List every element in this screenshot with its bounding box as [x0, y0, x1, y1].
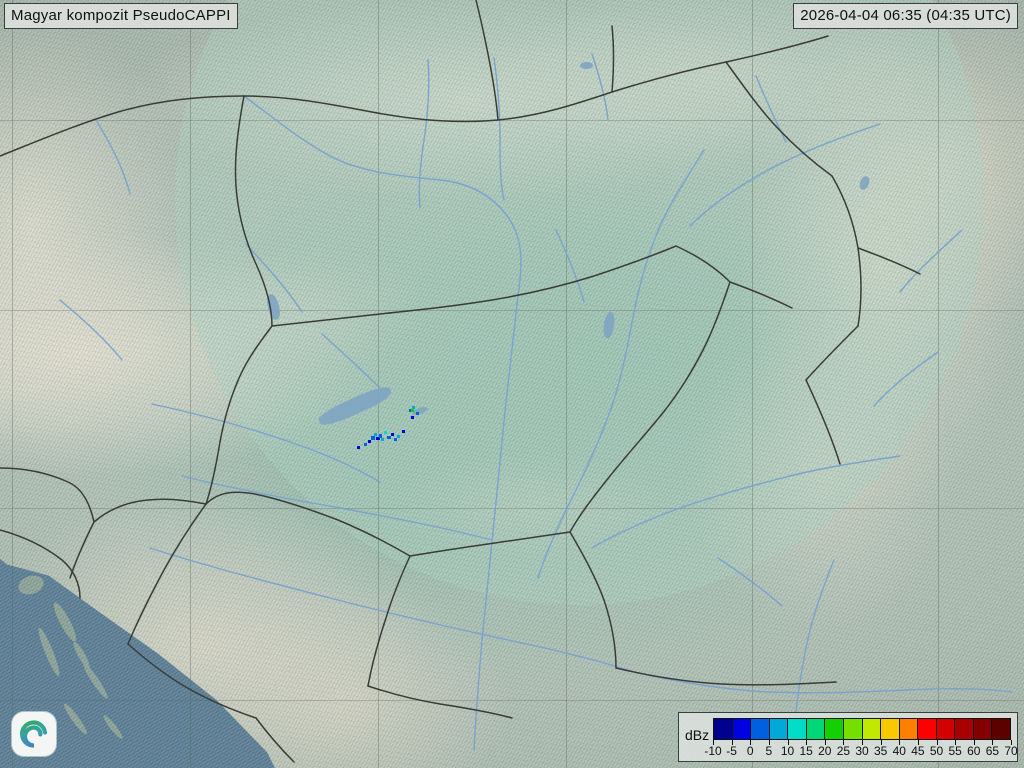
radar-echo-pixel: [371, 436, 375, 440]
dbz-tick-label: 40: [892, 744, 906, 758]
dbz-swatch: [769, 719, 789, 739]
dbz-tick-label: 0: [746, 744, 754, 758]
radar-echo-pixel: [376, 437, 380, 440]
dbz-swatch: [825, 719, 844, 739]
graticule-parallel: [0, 120, 1024, 121]
dbz-tick: [936, 740, 938, 745]
dbz-tick-label: 50: [929, 744, 944, 758]
radar-echo-pixel: [409, 409, 412, 412]
dbz-tick-label: 20: [818, 744, 832, 758]
radar-echo-pixel: [379, 434, 382, 438]
dbz-swatch: [973, 719, 993, 739]
graticule-parallel: [0, 310, 1024, 311]
dbz-tick: [806, 740, 808, 745]
graticule-meridian: [752, 0, 753, 768]
dbz-swatch: [881, 719, 900, 739]
spiral-logo-icon: [18, 718, 50, 750]
radar-echo-pixel: [394, 438, 397, 441]
dbz-colorbar: [713, 718, 1011, 740]
lake-reservoir-north: [580, 62, 593, 69]
dbz-tick: [899, 740, 901, 745]
radar-echo-pixel: [391, 433, 394, 436]
dbz-tick: [843, 740, 845, 745]
dbz-tick-label: 5: [765, 744, 773, 758]
radar-echo-pixel: [374, 433, 377, 436]
dbz-swatch: [843, 719, 863, 739]
dbz-tick-label: 65: [985, 744, 1000, 758]
dbz-swatch: [899, 719, 919, 739]
radar-echo-pixel: [381, 438, 384, 441]
dbz-tick-label: 30: [855, 744, 869, 758]
graticule-meridian: [938, 0, 939, 768]
radar-echo-pixel: [384, 431, 387, 434]
dbz-swatch: [936, 719, 956, 739]
dbz-tick: [768, 740, 770, 745]
dbz-tick: [992, 740, 994, 745]
dbz-tick: [1011, 740, 1012, 745]
graticule-meridian: [378, 0, 379, 768]
radar-echo-pixel: [412, 406, 415, 409]
timestamp-box: 2026-04-04 06:35 (04:35 UTC): [793, 3, 1018, 29]
dbz-tick-label: 60: [967, 744, 981, 758]
dbz-tick-label: 25: [836, 744, 851, 758]
radar-echo-pixel: [416, 412, 419, 415]
radar-echo-pixel: [387, 436, 391, 439]
graticule-meridian: [190, 0, 191, 768]
dbz-swatch: [732, 719, 752, 739]
product-title-box: Magyar kompozit PseudoCAPPI: [4, 3, 238, 29]
dbz-tick: [955, 740, 957, 745]
dbz-swatch: [955, 719, 974, 739]
hungaromet-logo[interactable]: [12, 712, 56, 756]
dbz-tick: [713, 740, 714, 745]
radar-echo-pixel: [411, 409, 414, 412]
dbz-tick-marks: [713, 740, 1012, 746]
dbz-tick: [862, 740, 863, 745]
dbz-tick-label: 70: [1004, 744, 1018, 758]
radar-echo-pixel: [397, 435, 400, 438]
dbz-tick-label: 10: [780, 744, 795, 758]
radar-echo-pixel: [357, 446, 360, 449]
graticule-parallel: [0, 700, 1024, 701]
dbz-tick: [787, 740, 789, 745]
dbz-tick-label: 15: [799, 744, 813, 758]
graticule-meridian: [12, 0, 13, 768]
dbz-tick-label: -10: [704, 744, 722, 758]
dbz-tick-label: 55: [948, 744, 962, 758]
dbz-tick-label: 45: [911, 744, 925, 758]
dbz-tick-label: -5: [726, 744, 737, 758]
dbz-tick: [880, 740, 882, 745]
dbz-swatch: [788, 719, 807, 739]
dbz-swatch: [751, 719, 770, 739]
dbz-unit-label: dBz: [685, 727, 710, 743]
radar-echo-pixel: [411, 416, 414, 419]
dbz-swatch: [992, 719, 1010, 739]
graticule-meridian: [566, 0, 567, 768]
radar-echo-pixel: [368, 440, 371, 443]
dbz-tick: [731, 740, 733, 745]
dbz-tick: [750, 740, 752, 745]
dbz-tick-label: 35: [873, 744, 888, 758]
dbz-swatch: [918, 719, 937, 739]
radar-echo-pixel: [402, 430, 405, 433]
graticule-parallel: [0, 508, 1024, 509]
dbz-tick: [917, 740, 919, 745]
dbz-tick: [824, 740, 826, 745]
dbz-swatch: [714, 719, 733, 739]
dbz-tick-labels: -10 -5 0 5 10 15 20 25 30 35 40 45 50 55 60 65 70: [704, 744, 1017, 760]
radar-echo-pixel: [364, 443, 367, 446]
dbz-colorbar-legend: dBz -10 -5 0 5 10 15 20 25 30 35 40 45 50 55 60 65 70: [678, 712, 1018, 762]
dbz-tick: [973, 740, 975, 745]
dbz-swatch: [806, 719, 826, 739]
dbz-swatch: [862, 719, 882, 739]
